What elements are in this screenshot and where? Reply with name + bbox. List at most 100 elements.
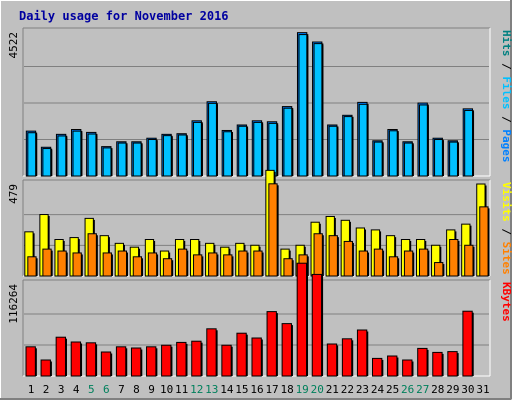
day-label-17: 17: [265, 383, 278, 396]
bar-sites-day-29: [449, 239, 459, 277]
day-label-28: 28: [431, 383, 444, 396]
day-label-23: 23: [356, 383, 369, 396]
day-label-3: 3: [58, 383, 65, 396]
bar-kbytes-day-29: [447, 351, 458, 377]
bar-sites-day-27: [418, 248, 429, 277]
day-label-5: 5: [88, 383, 95, 396]
chart-title: Daily usage for November 2016: [19, 9, 229, 23]
bar-files-day-9: [147, 139, 157, 177]
bar-sites-day-8: [132, 256, 143, 277]
bar-kbytes-day-14: [221, 344, 232, 377]
bar-kbytes-day-25: [387, 355, 398, 377]
panel-kbytes: 116264 KBytes: [7, 262, 512, 377]
day-label-21: 21: [326, 383, 339, 396]
bar-kbytes-day-28: [432, 351, 443, 377]
bar-sites-day-4: [72, 252, 82, 277]
legend-item-visits: Visits: [500, 182, 512, 222]
bar-files-day-8: [132, 142, 142, 177]
legend-separator: /: [500, 110, 512, 130]
bar-files-day-12: [193, 121, 202, 177]
panel-visits-max-label: 479: [7, 184, 20, 204]
bar-kbytes-day-6: [100, 351, 112, 377]
bar-files-day-10: [162, 135, 172, 177]
bar-sites-day-2: [42, 248, 52, 277]
day-label-27: 27: [416, 383, 429, 396]
bar-sites-day-17: [268, 183, 278, 277]
bar-files-day-2: [42, 148, 52, 177]
bar-kbytes-day-24: [371, 357, 383, 377]
bar-files-day-15: [238, 125, 248, 177]
bar-sites-day-5: [87, 233, 97, 277]
bar-files-day-30: [464, 109, 474, 177]
bar-kbytes-day-3: [55, 336, 66, 377]
bar-kbytes-day-26: [402, 359, 413, 377]
bar-kbytes-day-10: [161, 344, 172, 377]
day-label-18: 18: [281, 383, 294, 396]
bar-files-day-20: [313, 43, 323, 177]
bar-files-day-23: [358, 103, 368, 177]
legend-separator: /: [500, 57, 512, 77]
bar-kbytes-day-30: [462, 310, 473, 377]
bar-files-day-21: [328, 125, 338, 177]
bar-files-day-4: [72, 130, 82, 177]
day-label-22: 22: [341, 383, 354, 396]
bar-sites-day-25: [388, 256, 399, 277]
bar-kbytes-day-18: [281, 323, 292, 377]
bar-sites-day-10: [162, 258, 173, 277]
panel-hits: 4522 Hits / Files / Pages: [7, 27, 512, 177]
panel-kbytes-legend: KBytes: [500, 282, 512, 322]
bar-sites-day-31: [479, 206, 489, 277]
panel-hits-legend: Hits / Files / Pages: [500, 30, 512, 163]
bar-files-day-24: [373, 141, 383, 177]
bar-kbytes-day-19: [296, 262, 308, 377]
day-label-31: 31: [476, 383, 489, 396]
bar-sites-day-15: [238, 250, 248, 277]
day-label-13: 13: [205, 383, 218, 396]
bar-kbytes-day-2: [40, 359, 51, 377]
bar-sites-day-13: [208, 252, 218, 277]
panel-visits-legend: Visits / Sites: [500, 182, 512, 275]
bar-kbytes-day-27: [417, 347, 428, 377]
bar-sites-day-9: [147, 252, 158, 277]
bar-kbytes-day-13: [206, 328, 217, 377]
bar-files-day-5: [87, 133, 97, 177]
day-label-15: 15: [235, 383, 248, 396]
bar-files-day-29: [449, 141, 458, 177]
bar-files-day-16: [253, 121, 263, 177]
bar-files-day-28: [434, 139, 443, 177]
day-label-4: 4: [73, 383, 80, 396]
bar-files-day-17: [268, 122, 278, 177]
bar-files-day-26: [403, 142, 413, 177]
bar-kbytes-day-1: [25, 346, 36, 377]
day-label-30: 30: [461, 383, 474, 396]
bar-sites-day-26: [403, 250, 414, 277]
legend-item-pages: Pages: [500, 129, 512, 162]
bar-kbytes-day-4: [70, 341, 82, 377]
day-label-10: 10: [160, 383, 173, 396]
day-label-1: 1: [28, 383, 35, 396]
panel-kbytes-max-label: 116264: [7, 284, 20, 324]
bar-sites-day-30: [464, 244, 474, 277]
bar-sites-day-7: [117, 250, 127, 277]
bar-sites-day-14: [223, 254, 233, 277]
day-label-9: 9: [148, 383, 155, 396]
panel-hits-max-label: 4522: [7, 32, 20, 59]
bar-kbytes-day-8: [130, 347, 142, 377]
day-label-26: 26: [401, 383, 414, 396]
bar-sites-day-22: [343, 240, 353, 277]
bar-kbytes-day-7: [115, 346, 127, 377]
day-label-19: 19: [296, 383, 309, 396]
legend-separator: /: [500, 222, 512, 242]
bar-kbytes-day-17: [266, 311, 277, 377]
bar-kbytes-day-15: [236, 332, 247, 377]
day-label-7: 7: [118, 383, 125, 396]
bar-files-day-1: [27, 132, 37, 177]
bar-files-day-7: [117, 142, 127, 177]
bar-kbytes-day-22: [341, 338, 353, 377]
bar-sites-day-1: [27, 256, 37, 277]
day-label-16: 16: [250, 383, 263, 396]
bar-kbytes-day-9: [146, 346, 157, 377]
bar-files-day-14: [223, 131, 232, 177]
